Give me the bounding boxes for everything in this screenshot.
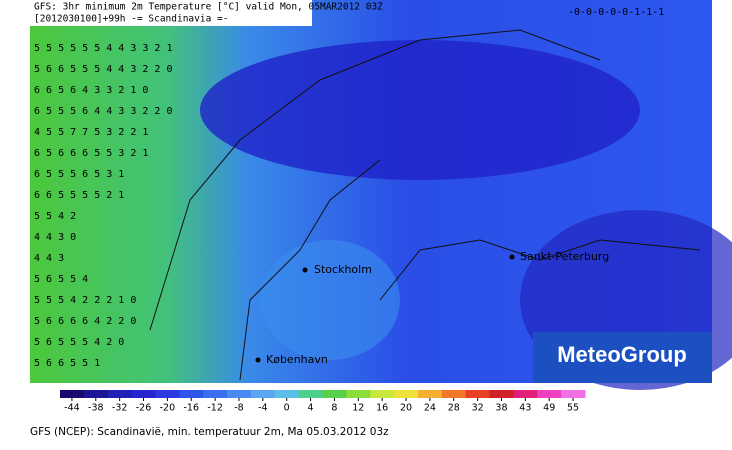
colorbar-swatch	[155, 390, 180, 398]
city-dot	[302, 267, 308, 273]
colorbar-swatch	[465, 390, 491, 398]
colorbar-label: -8	[234, 403, 243, 414]
colorbar-label: -26	[136, 403, 152, 414]
grid-row: 6 6 5 5 5 5 2 1	[34, 190, 124, 201]
colorbar-label: -38	[88, 403, 104, 414]
colorbar-swatch	[561, 390, 586, 398]
colorbar-label: 0	[284, 403, 290, 414]
city-label: Stockholm	[314, 263, 372, 276]
colorbar-swatch	[298, 390, 323, 398]
colorbar-swatch	[322, 390, 347, 398]
colorbar-label: 8	[331, 403, 337, 414]
grid-row: 6 5 6 6 6 5 5 3 2 1	[34, 148, 148, 159]
grid-row: 6 5 5 5 6 4 4 3 3 2 2 0	[34, 106, 172, 117]
logo-box	[533, 332, 712, 383]
colorbar-label: 20	[400, 403, 412, 414]
colorbar-label: 24	[424, 403, 436, 414]
colorbar-label: -44	[64, 403, 80, 414]
header-line: GFS: 3hr minimum 2m Temperature [°C] val…	[34, 2, 383, 13]
colorbar-label: 49	[543, 403, 555, 414]
colorbar-swatch	[60, 390, 85, 398]
grid-row: 5 6 6 6 6 4 2 2 0	[34, 316, 136, 327]
colorbar-label: 55	[567, 403, 579, 414]
colorbar-swatch	[346, 390, 371, 398]
colorbar-label: 43	[519, 403, 531, 414]
colorbar-swatch	[441, 390, 467, 398]
colorbar-swatch	[179, 390, 204, 398]
city-dot	[255, 357, 261, 363]
colorbar-swatch	[274, 390, 300, 398]
colorbar-label: 12	[352, 403, 364, 414]
grid-row: 5 5 4 2	[34, 211, 76, 222]
colorbar-label: 4	[308, 403, 314, 414]
colorbar-swatch	[227, 390, 252, 398]
grid-row: 4 4 3 0	[34, 232, 76, 243]
colorbar-swatch	[131, 390, 156, 398]
grid-row: 5 5 5 5 5 5 4 4 3 3 2 1	[34, 43, 172, 54]
grid-row: 5 6 5 5 5 4 2 0	[34, 337, 124, 348]
grid-row: 5 6 6 5 5 5 4 4 3 2 2 0	[34, 64, 172, 75]
colorbar-label: -20	[160, 403, 176, 414]
colorbar-swatch	[83, 390, 109, 398]
colorbar-swatch	[203, 390, 228, 398]
colorbar-label: 32	[472, 403, 484, 414]
colorbar-label: 38	[495, 403, 507, 414]
colorbar-swatch	[250, 390, 276, 398]
logo: MeteoGroup	[557, 342, 687, 367]
coastline	[149, 29, 701, 381]
header-box	[30, 0, 312, 26]
grid-row: -0-0-0-0-0-1-1-1	[568, 7, 664, 18]
city-label: København	[266, 353, 328, 366]
colorbar-swatch	[394, 390, 419, 398]
grid-row: 5 6 5 5 4	[34, 274, 88, 285]
colorbar-swatch	[417, 390, 443, 398]
colorbar-label: -12	[207, 403, 223, 414]
header-line: [2012030100]+99h -= Scandinavia =-	[34, 14, 228, 25]
grid-row: 4 4 3	[34, 253, 64, 264]
colorbar-swatch	[537, 390, 562, 398]
colorbar-label: 16	[376, 403, 388, 414]
colorbar-label: -16	[183, 403, 199, 414]
city-dot	[509, 254, 515, 260]
colorbar-label: -32	[112, 403, 128, 414]
colorbar-swatch	[513, 390, 538, 398]
caption: GFS (NCEP): Scandinavië, min. temperatuu…	[30, 426, 389, 438]
mild-area	[260, 240, 400, 360]
colorbar-swatch	[489, 390, 514, 398]
grid-row: 6 5 5 5 6 5 3 1	[34, 169, 124, 180]
colorbar-swatch	[370, 390, 395, 398]
colorbar-label: 28	[448, 403, 460, 414]
grid-row: 5 5 5 4 2 2 2 1 0	[34, 295, 136, 306]
colorbar-swatch	[107, 390, 133, 398]
colorbar-label: -4	[258, 403, 267, 414]
grid-row: 4 5 5 7 7 5 3 2 2 1	[34, 127, 148, 138]
grid-row: 6 6 5 6 4 3 3 2 1 0	[34, 85, 148, 96]
city-label: Sankt-Peterburg	[520, 250, 609, 263]
grid-row: 5 6 6 5 5 1	[34, 358, 100, 369]
cold-area	[200, 40, 640, 180]
